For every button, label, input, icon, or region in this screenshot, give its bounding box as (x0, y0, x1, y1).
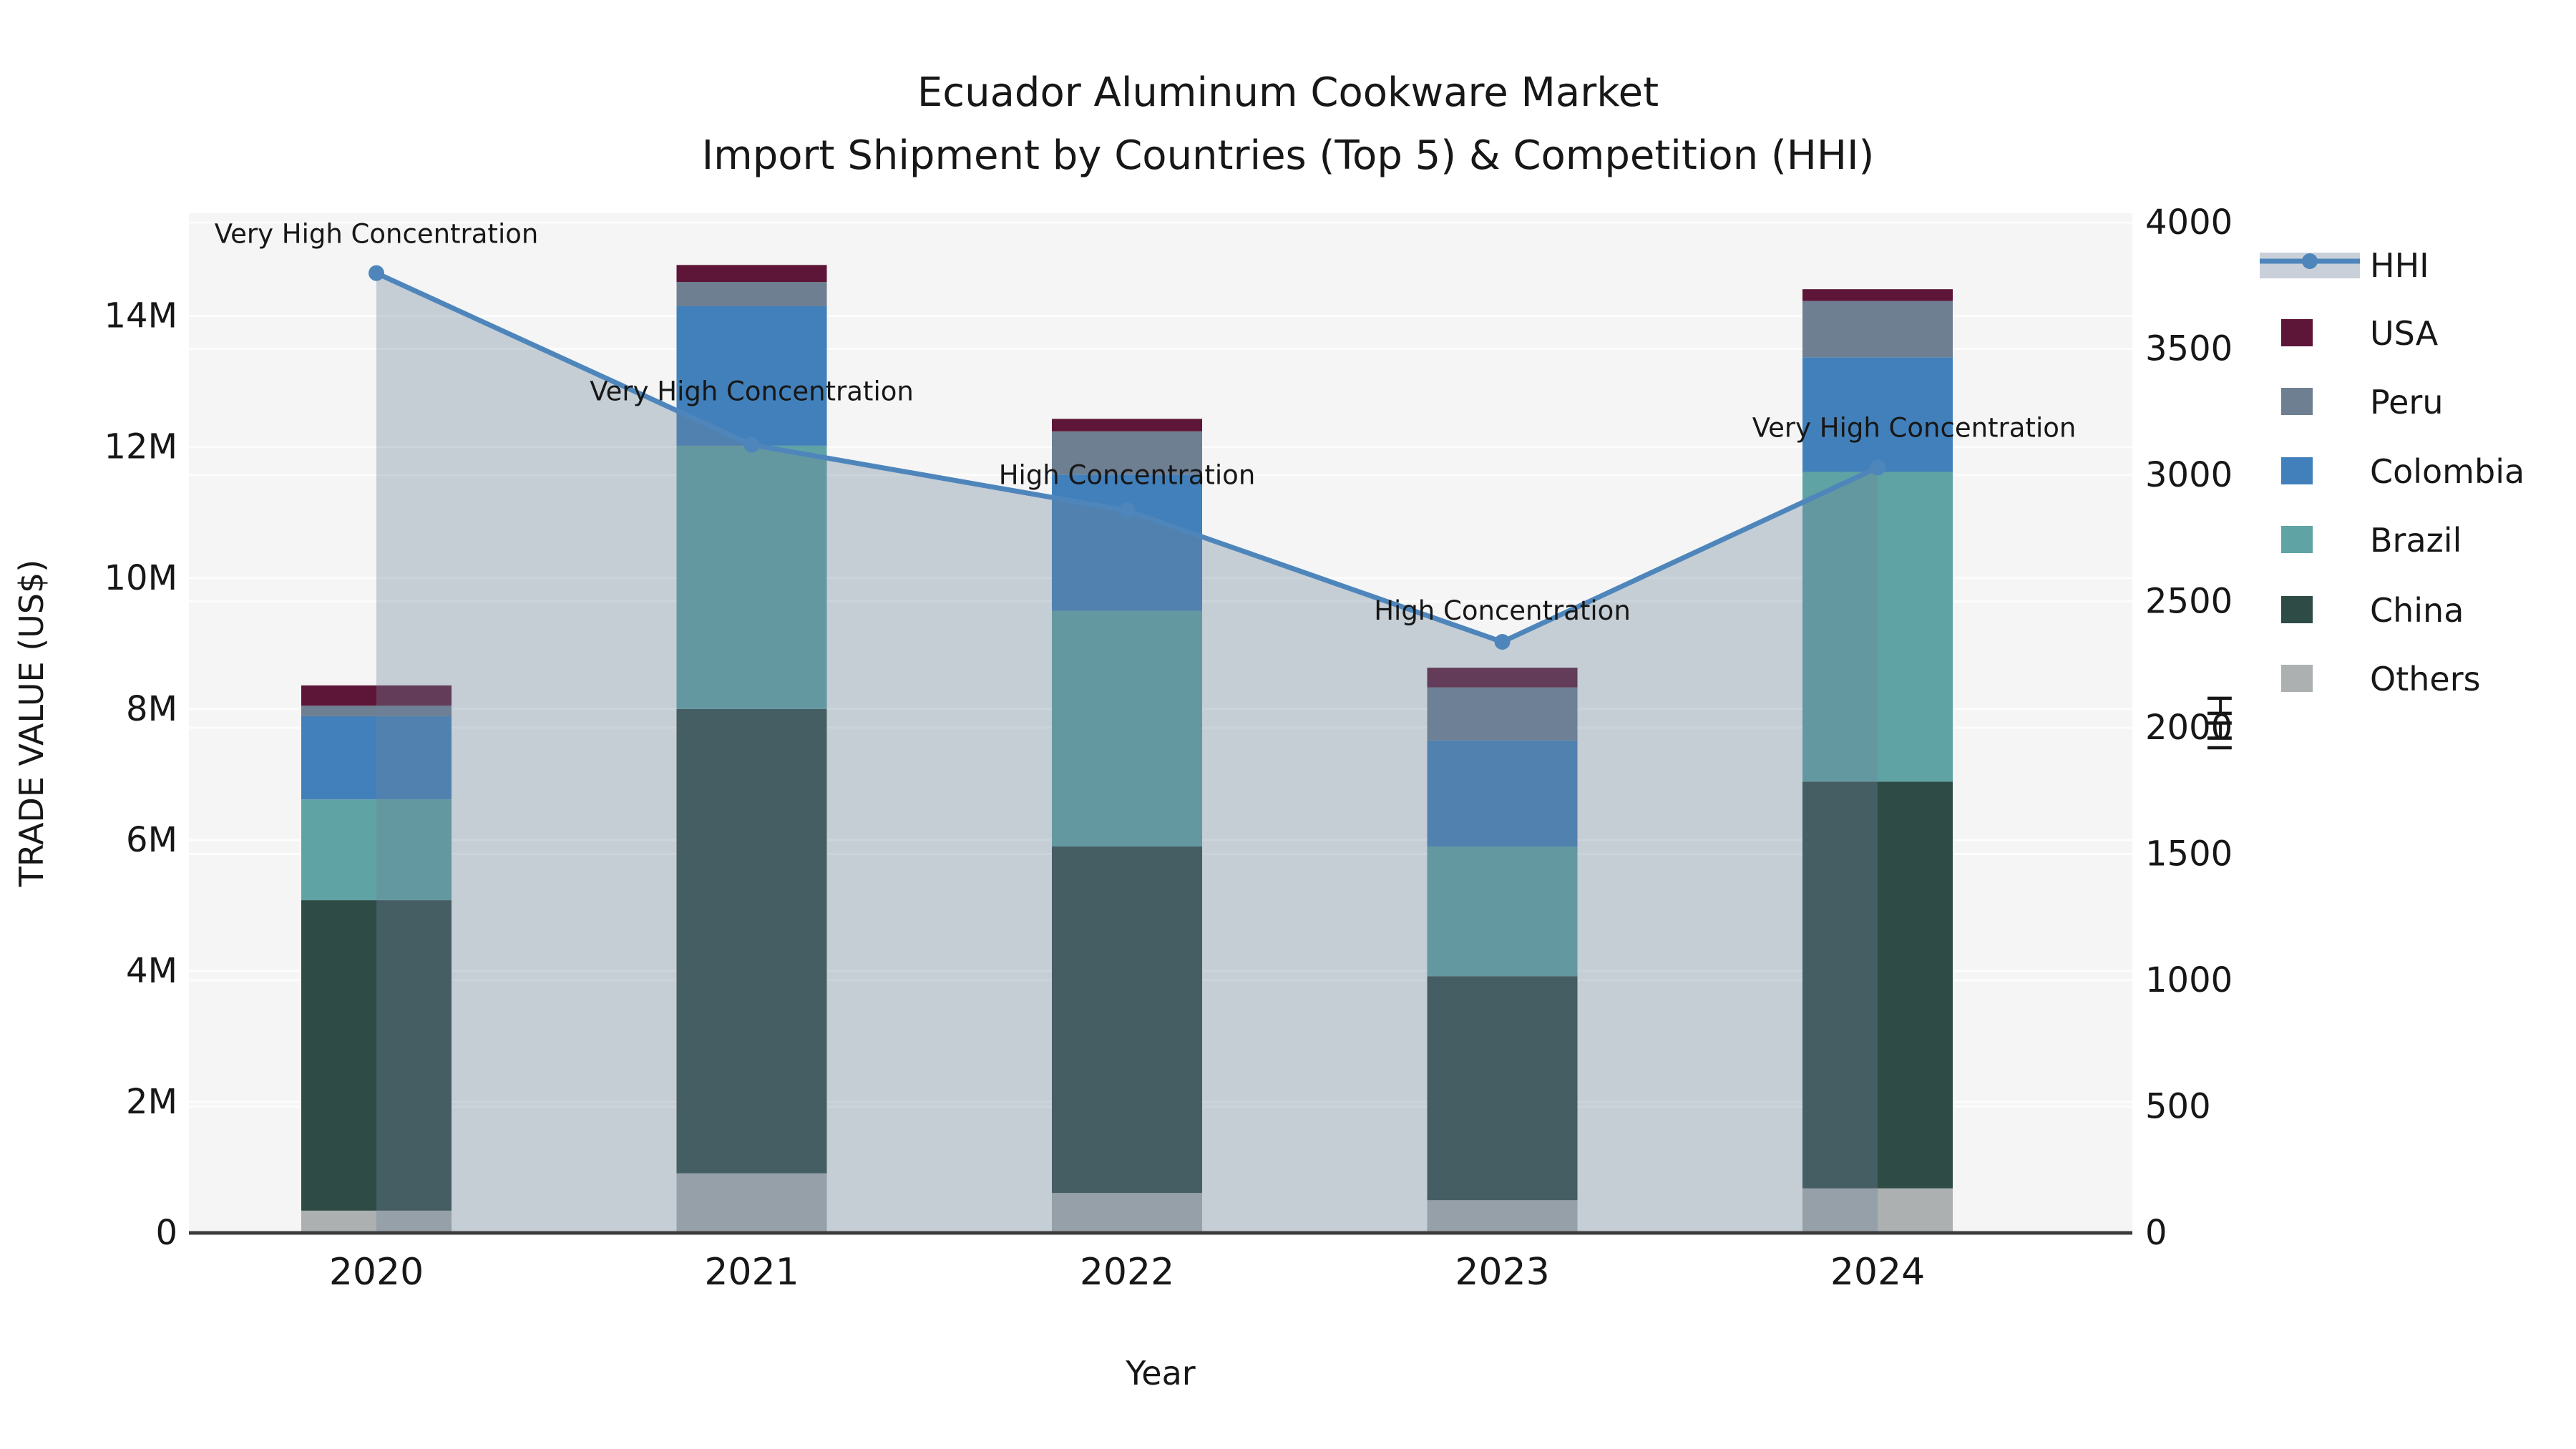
legend-swatch-brazil (2281, 526, 2313, 553)
y-left-tick-label: 12M (104, 427, 178, 467)
y-left-tick-label: 2M (126, 1082, 177, 1122)
y-right-tick-label: 2000 (2145, 708, 2233, 748)
legend-label-china[interactable]: China (2370, 591, 2464, 630)
y-right-tick-label: 2500 (2145, 582, 2233, 622)
bar-segment-usa-2023 (1427, 668, 1578, 688)
bar-segment-usa-2020 (301, 685, 452, 706)
y-right-tick-label: 1500 (2145, 834, 2233, 874)
bars-group (301, 265, 1953, 1233)
y-right-tick-label: 1000 (2145, 960, 2233, 1000)
bar-segment-brazil-2023 (1427, 847, 1578, 977)
legend-swatch-colombia (2281, 457, 2313, 484)
hhi-marker-2020 (369, 265, 384, 281)
bar-segment-peru-2021 (676, 282, 827, 306)
bar-segment-peru-2020 (301, 706, 452, 716)
y-left-tick-label: 10M (104, 558, 178, 598)
chart-title-line2: Import Shipment by Countries (Top 5) & C… (702, 132, 1875, 179)
bar-segment-china-2023 (1427, 976, 1578, 1201)
bar-segment-others-2022 (1052, 1193, 1202, 1233)
legend-label-peru[interactable]: Peru (2370, 383, 2443, 421)
legend: HHI USA Peru Colombia Brazil China Others (2260, 246, 2524, 698)
bar-segment-usa-2021 (676, 265, 827, 283)
legend-label-hhi[interactable]: HHI (2370, 246, 2429, 285)
y-left-tick-label: 4M (126, 951, 177, 991)
bar-2023 (1427, 668, 1578, 1233)
annotation-2024: Very High Concentration (1752, 412, 2077, 443)
hhi-marker-2022 (1119, 502, 1135, 519)
bar-segment-brazil-2021 (676, 445, 827, 709)
y-left-tick-label: 0 (155, 1213, 177, 1253)
bar-segment-peru-2022 (1052, 431, 1202, 475)
bar-segment-china-2024 (1802, 781, 1953, 1189)
y-right-tick-label: 500 (2145, 1087, 2211, 1127)
bar-segment-others-2020 (301, 1210, 452, 1233)
hhi-marker-2024 (1870, 459, 1885, 476)
bar-segment-colombia-2020 (301, 716, 452, 800)
legend-swatch-china (2281, 596, 2313, 623)
annotation-2021: Very High Concentration (590, 376, 914, 407)
y-right-tick-label: 3000 (2145, 455, 2233, 495)
annotation-2022: High Concentration (999, 459, 1256, 490)
bar-segment-brazil-2020 (301, 799, 452, 901)
legend-label-others[interactable]: Others (2370, 660, 2481, 698)
hhi-marker-2023 (1494, 634, 1511, 650)
annotation-2020: Very High Concentration (215, 219, 539, 250)
y-right-tick-label: 0 (2145, 1213, 2167, 1253)
legend-swatch-usa (2281, 319, 2313, 346)
bar-segment-usa-2022 (1052, 419, 1202, 431)
y-left-tick-label: 6M (126, 820, 177, 860)
x-tick-label-2023[interactable]: 2023 (1455, 1251, 1549, 1294)
y-right-tick-label: 3500 (2145, 329, 2233, 369)
bar-2022 (1052, 419, 1202, 1233)
bar-2024 (1802, 289, 1953, 1233)
bar-segment-others-2024 (1802, 1188, 1953, 1233)
bar-segment-colombia-2023 (1427, 740, 1578, 847)
x-tick-label-2021[interactable]: 2021 (704, 1251, 799, 1294)
x-tick-label-2024[interactable]: 2024 (1830, 1251, 1925, 1294)
bar-segment-peru-2023 (1427, 687, 1578, 741)
chart-title-line1: Ecuador Aluminum Cookware Market (917, 69, 1659, 116)
bar-2020 (301, 685, 452, 1233)
bar-segment-brazil-2022 (1052, 610, 1202, 847)
x-tick-label-2020[interactable]: 2020 (329, 1251, 424, 1294)
bar-segment-colombia-2024 (1802, 357, 1953, 472)
legend-label-brazil[interactable]: Brazil (2370, 521, 2462, 560)
y-right-axis-title: HHI (2200, 693, 2238, 753)
bar-segment-others-2023 (1427, 1200, 1578, 1233)
annotation-2023: High Concentration (1374, 595, 1631, 626)
bar-segment-usa-2024 (1802, 289, 1953, 301)
bar-segment-china-2022 (1052, 847, 1202, 1194)
y-left-tick-label: 14M (104, 296, 178, 336)
legend-hhi-marker-icon (2302, 253, 2318, 269)
bar-segment-colombia-2022 (1052, 474, 1202, 611)
bar-2021 (676, 265, 827, 1233)
hhi-area-fill (376, 273, 1878, 1233)
legend-swatch-others (2281, 665, 2313, 692)
legend-label-usa[interactable]: USA (2370, 314, 2439, 353)
bar-segment-brazil-2024 (1802, 472, 1953, 782)
bar-segment-china-2021 (676, 708, 827, 1174)
y-left-tick-label: 8M (126, 689, 177, 729)
y-right-tick-label: 4000 (2145, 203, 2233, 243)
legend-swatch-peru (2281, 388, 2313, 415)
y-left-axis-title: TRADE VALUE (US$) (12, 560, 51, 887)
x-tick-label-2022[interactable]: 2022 (1080, 1251, 1174, 1294)
bar-segment-china-2020 (301, 900, 452, 1211)
bar-segment-peru-2024 (1802, 301, 1953, 358)
x-axis-title: Year (1125, 1354, 1195, 1392)
hhi-marker-2021 (743, 436, 760, 453)
legend-label-colombia[interactable]: Colombia (2370, 452, 2524, 491)
bar-segment-others-2021 (676, 1173, 827, 1233)
